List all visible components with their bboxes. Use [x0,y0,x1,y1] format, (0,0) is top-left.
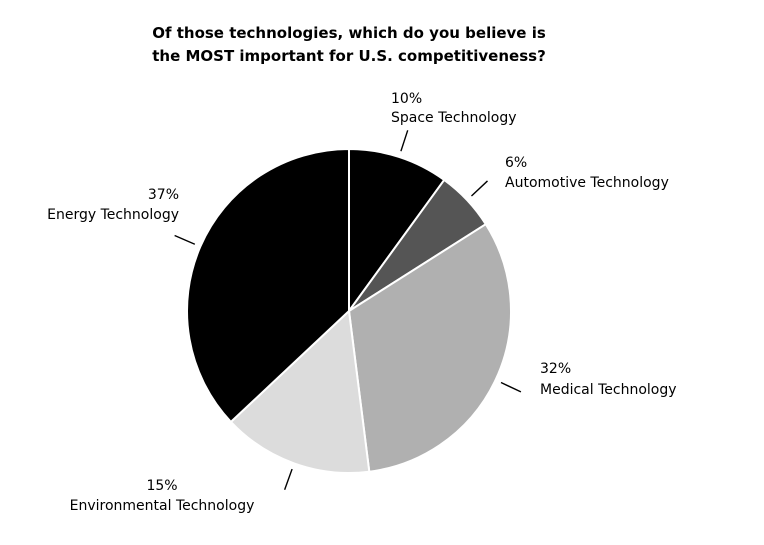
slice-category-label-space-technology: Space Technology [391,110,517,126]
slice-category-label-medical-technology: Medical Technology [540,382,677,398]
leader-line-medical-technology [500,381,522,393]
leader-line-space-technology [400,130,409,152]
leader-line-environmental-technology [283,468,293,491]
slice-labels: 10% Space Technology 6% Automotive Technolo… [47,91,676,514]
chart-title-line-2: the MOST important for U.S. competitiven… [152,47,546,65]
slice-value-label-environmental-technology: 15% [146,478,177,494]
slice-category-label-environmental-technology: Environmental Technology [70,498,255,514]
slice-value-label-space-technology: 10% [391,91,422,107]
leader-line-automotive-technology [470,180,488,197]
pie-slice-energy-technology [186,148,350,423]
pie-slices [186,148,512,474]
slice-category-label-automotive-technology: Automotive Technology [505,175,669,191]
pie-slice-medical-technology [348,223,512,473]
pie-slice-environmental-technology [229,310,371,474]
slice-value-label-medical-technology: 32% [540,361,571,377]
slice-value-label-energy-technology: 37% [148,187,179,203]
leader-lines [174,130,522,491]
chart-title-line-1: Of those technologies, which do you beli… [152,24,546,42]
pie-slice-space-technology [348,148,446,312]
slice-value-label-automotive-technology: 6% [505,155,527,171]
slice-category-label-energy-technology: Energy Technology [47,207,179,223]
leader-line-energy-technology [174,234,196,245]
